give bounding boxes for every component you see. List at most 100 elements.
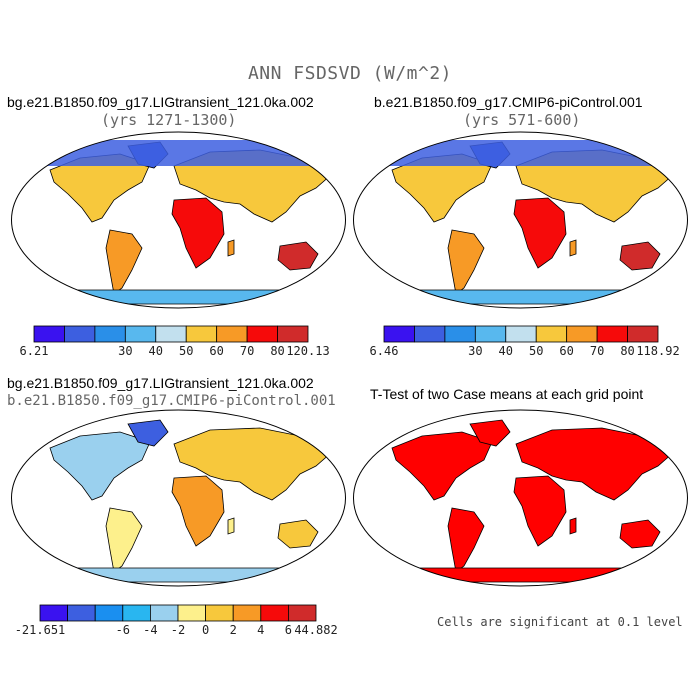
landmass-northAmerica [49, 431, 151, 501]
colorbar-box [414, 325, 446, 343]
landmass-africa [171, 197, 225, 269]
colorbar-tick-label: 50 [528, 344, 544, 358]
colorbar-tick-label: 30 [468, 344, 483, 358]
panel1-years: (yrs 1271-1300) [101, 111, 237, 129]
colorbar-box [150, 604, 179, 622]
colorbar-box [33, 325, 65, 343]
landmass-southAmerica [105, 229, 143, 295]
colorbar-tick-label: 80 [270, 344, 285, 358]
panel2-years: (yrs 571-600) [463, 111, 581, 129]
colorbar-tick-label: 40 [498, 344, 513, 358]
colorbar-box [287, 604, 317, 622]
colorbar-difference: -21.651 -6 -4 -2 0 2 4 6 44.882 [15, 604, 338, 641]
colorbar-box [64, 325, 96, 343]
colorbar-box [383, 325, 415, 343]
panel4-title: T-Test of two Case means at each grid po… [370, 386, 644, 402]
landmass-africa [513, 197, 567, 269]
polar-band [40, 140, 340, 166]
colorbar-tick-label: 0 [201, 623, 210, 637]
landmass-madagascar [227, 239, 235, 257]
colorbar-tick-label: 44.882 [294, 623, 338, 637]
map-border [11, 131, 346, 309]
colorbar-tick-label: 70 [589, 344, 605, 358]
map-border [353, 131, 688, 309]
landmass-madagascar [569, 239, 577, 257]
colorbar-tick-label: 120.13 [286, 344, 330, 358]
landmass-antarctica [48, 289, 312, 305]
colorbar-tick-label: -2 [170, 623, 186, 637]
colorbar-box [627, 325, 659, 343]
landmass-madagascar [227, 517, 235, 535]
colorbar-tick-label: 30 [118, 344, 133, 358]
colorbar-tick-label: 70 [239, 344, 255, 358]
landmass-africa [513, 475, 567, 547]
colorbar-box [177, 604, 207, 622]
map-panel-picontrol [353, 131, 688, 309]
landmass-australia [277, 241, 319, 271]
colorbar-box [94, 325, 126, 343]
colorbar-tick-label: -6 [115, 623, 131, 637]
colorbar-boxes [33, 325, 309, 343]
colorbar-boxes [39, 604, 317, 622]
colorbar-box [216, 325, 248, 343]
colorbar-tick-label: 80 [620, 344, 635, 358]
colorbar-box [444, 325, 476, 343]
map-panel-difference [11, 409, 346, 587]
colorbar-tick-label: 60 [559, 344, 574, 358]
colorbar-tick-label: 6.46 [369, 344, 399, 358]
colorbar-tick-label: 50 [178, 344, 194, 358]
colorbar-box [122, 604, 151, 622]
colorbar-box [232, 604, 262, 622]
colorbar-box [185, 325, 218, 343]
colorbar-tick-label: -4 [143, 623, 158, 637]
colorbar-tick-label: 4 [257, 623, 265, 637]
landmass-madagascar [569, 517, 577, 535]
polar-band [382, 140, 682, 166]
colorbar-box [67, 604, 96, 622]
colorbar-tick-label: 6.21 [19, 344, 49, 358]
colorbar-tick-label: 2 [229, 623, 237, 637]
map-border [353, 409, 688, 587]
colorbar-box [277, 325, 309, 343]
landmass-northAmerica [391, 431, 493, 501]
colorbar-box [39, 604, 69, 622]
colorbar-box [260, 604, 289, 622]
landmass-greenland [127, 419, 169, 447]
colorbar-box [94, 604, 124, 622]
landmass-eurasia [515, 427, 675, 501]
colorbar-lig: 6.21 30 40 50 60 70 80 120.13 [20, 325, 330, 362]
colorbar-tick-label: 118.92 [636, 344, 680, 358]
landmass-australia [277, 519, 319, 549]
landmass-southAmerica [105, 507, 143, 573]
colorbar-box [205, 604, 234, 622]
colorbar-box [124, 325, 157, 343]
landmass-southAmerica [447, 507, 485, 573]
colorbar-box [505, 325, 537, 343]
map-panel-ttest [353, 409, 688, 587]
panel3-case2-title: b.e21.B1850.f09_g17.CMIP6-piControl.001 [7, 393, 336, 409]
colorbar-tick-label: 60 [209, 344, 224, 358]
colorbar-boxes [383, 325, 659, 343]
significance-note: Cells are significant at 0.1 level [437, 615, 683, 629]
colorbar-tick-label: -21.651 [14, 623, 66, 637]
colorbar-picontrol: 6.46 30 40 50 60 70 80 118.92 [370, 325, 680, 362]
landmass-antarctica [390, 289, 654, 305]
map-panel-lig [11, 131, 346, 309]
colorbar-box [474, 325, 507, 343]
map-border [11, 409, 346, 587]
panel3-case-title: bg.e21.B1850.f09_g17.LIGtransient_121.0k… [7, 375, 314, 391]
colorbar-tick-label: 6 [284, 623, 293, 637]
landmass-eurasia [173, 427, 333, 501]
colorbar-box [596, 325, 628, 343]
colorbar-box [566, 325, 598, 343]
landmass-antarctica [48, 567, 312, 583]
landmass-australia [619, 519, 661, 549]
panel2-case-title: b.e21.B1850.f09_g17.CMIP6-piControl.001 [374, 94, 643, 110]
landmass-australia [619, 241, 661, 271]
panel1-case-title: bg.e21.B1850.f09_g17.LIGtransient_121.0k… [7, 94, 314, 110]
landmass-antarctica [390, 567, 654, 583]
colorbar-tick-label: 40 [148, 344, 163, 358]
colorbar-box [246, 325, 278, 343]
landmass-greenland [469, 419, 511, 447]
landmass-southAmerica [447, 229, 485, 295]
